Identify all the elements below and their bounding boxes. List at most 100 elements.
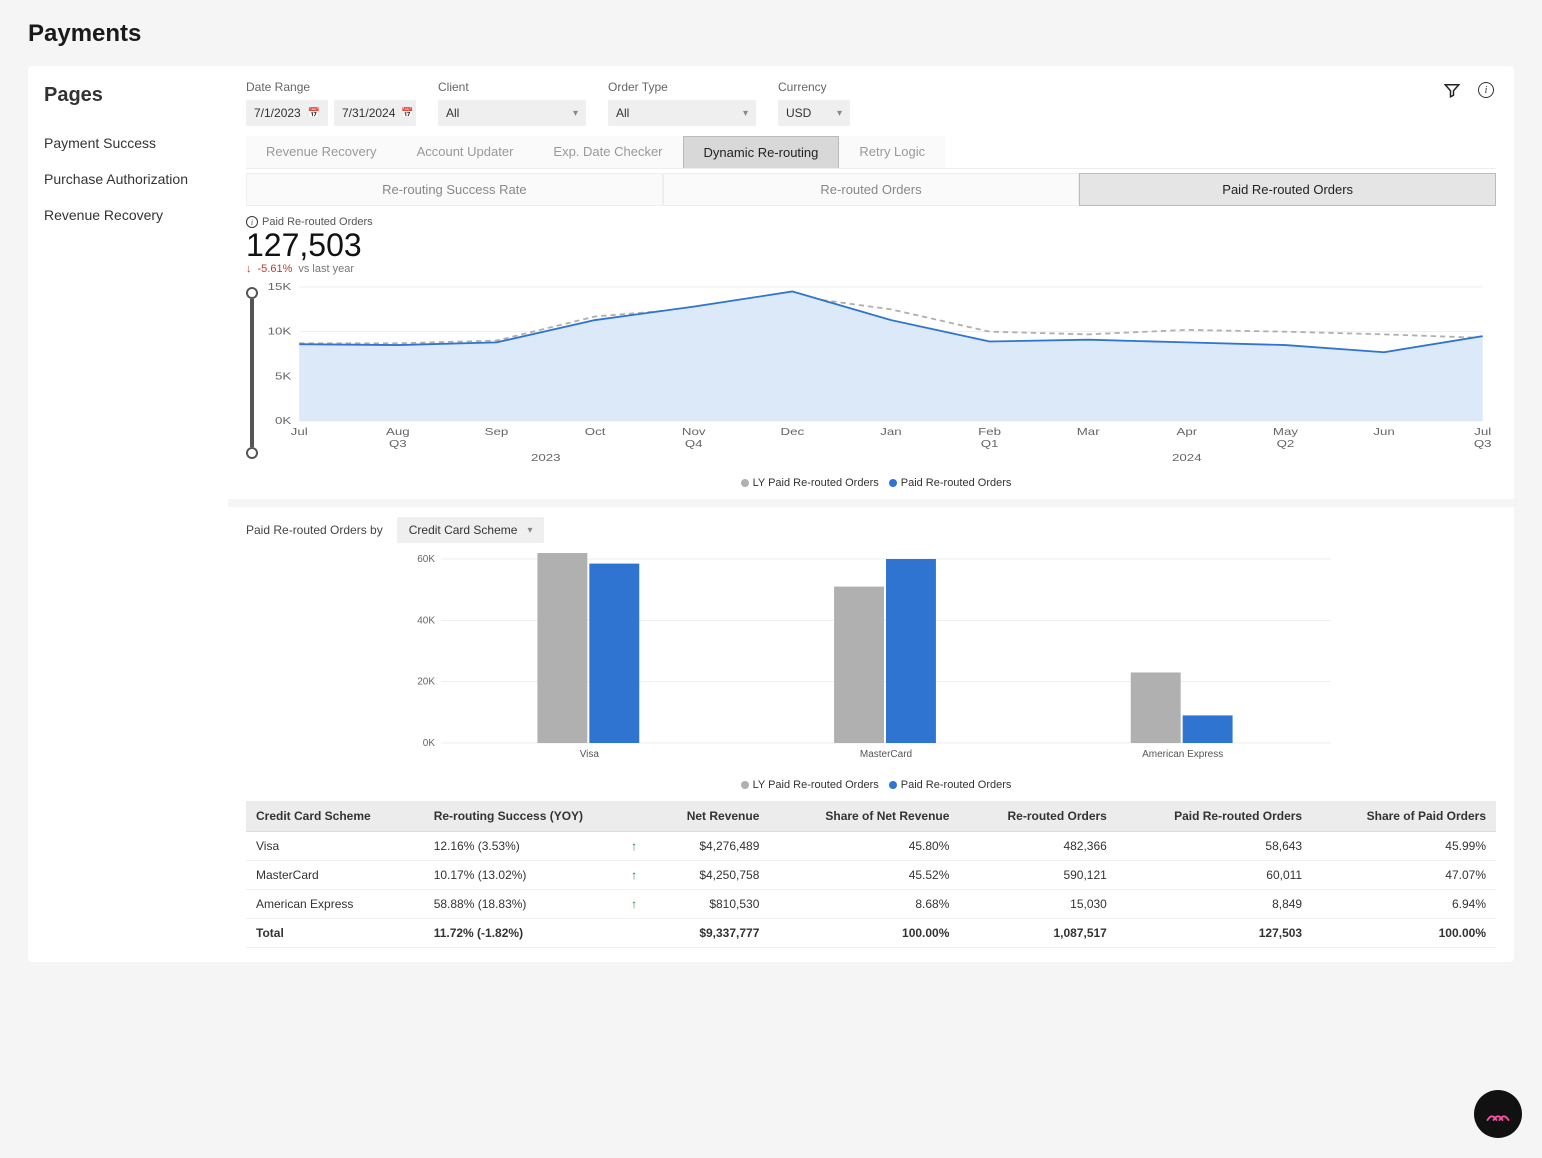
- date-from-value: 7/1/2023: [254, 106, 301, 120]
- svg-text:40K: 40K: [417, 616, 435, 627]
- filter-client: Client All ▾: [438, 80, 586, 126]
- table-row: American Express58.88% (18.83%)↑$810,530…: [246, 890, 1496, 919]
- svg-text:20K: 20K: [417, 677, 435, 688]
- svg-text:Q2: Q2: [1277, 439, 1295, 450]
- date-to-value: 7/31/2024: [342, 106, 395, 120]
- secondary-tabs: Re-routing Success RateRe-routed OrdersP…: [246, 173, 1496, 206]
- bar-chart-legend: LY Paid Re-routed OrdersPaid Re-routed O…: [246, 779, 1496, 791]
- chevron-down-icon: ▾: [743, 108, 748, 119]
- table-row: Visa12.16% (3.53%)↑$4,276,48945.80%482,3…: [246, 832, 1496, 861]
- chevron-down-icon: ▾: [837, 108, 842, 119]
- chevron-down-icon: ▾: [573, 108, 578, 119]
- date-from-input[interactable]: 7/1/2023 📅: [246, 100, 328, 126]
- client-select[interactable]: All ▾: [438, 100, 586, 126]
- svg-text:Jan: Jan: [880, 427, 901, 438]
- svg-text:May: May: [1273, 427, 1298, 438]
- svg-text:0K: 0K: [275, 416, 291, 427]
- page-title: Payments: [28, 20, 1514, 48]
- svg-text:Q1: Q1: [981, 439, 999, 450]
- y-range-slider[interactable]: [246, 287, 258, 459]
- legend-item: LY Paid Re-routed Orders: [753, 477, 879, 489]
- svg-text:Jul: Jul: [291, 427, 308, 438]
- bar-chart-svg: 0K20K40K60KVisaMasterCardAmerican Expres…: [246, 553, 1496, 773]
- help-badge[interactable]: [1474, 1090, 1522, 1138]
- svg-text:Sep: Sep: [485, 427, 509, 438]
- primary-tab[interactable]: Exp. Date Checker: [533, 136, 682, 168]
- line-chart-svg: 0K 5K 10K 15K Jul Aug Sep Oct Nov Dec Jan Feb Mar Apr…: [246, 281, 1496, 471]
- svg-text:5K: 5K: [275, 371, 291, 382]
- svg-text:Mar: Mar: [1077, 427, 1100, 438]
- metric-value: 127,503: [246, 228, 1496, 263]
- svg-text:Q3: Q3: [389, 439, 407, 450]
- currency-select[interactable]: USD ▾: [778, 100, 850, 126]
- client-value: All: [446, 106, 459, 120]
- table-header: Paid Re-routed Orders: [1117, 801, 1312, 832]
- svg-text:Aug: Aug: [386, 427, 410, 438]
- chevron-down-icon: ▾: [527, 525, 532, 536]
- breakdown-select[interactable]: Credit Card Scheme ▾: [397, 517, 545, 543]
- svg-text:MasterCard: MasterCard: [860, 749, 912, 760]
- svg-text:Oct: Oct: [585, 427, 606, 438]
- primary-tab[interactable]: Revenue Recovery: [246, 136, 397, 168]
- arrow-down-icon: ↓: [246, 263, 252, 275]
- filters-row: Date Range 7/1/2023 📅 7/31/2024 📅 Client: [246, 80, 1496, 126]
- calendar-icon: 📅: [401, 108, 413, 119]
- filter-label-date: Date Range: [246, 80, 416, 94]
- table-header: Credit Card Scheme: [246, 801, 424, 832]
- line-chart-legend: LY Paid Re-routed Orders Paid Re-routed O…: [246, 477, 1496, 489]
- secondary-tab[interactable]: Paid Re-routed Orders: [1079, 173, 1496, 206]
- primary-tab[interactable]: Dynamic Re-routing: [683, 136, 840, 168]
- sidebar-item[interactable]: Revenue Recovery: [44, 197, 212, 233]
- order-type-value: All: [616, 106, 629, 120]
- line-chart: 0K 5K 10K 15K Jul Aug Sep Oct Nov Dec Jan Feb Mar Apr…: [246, 281, 1496, 489]
- table-header: Re-routed Orders: [959, 801, 1116, 832]
- table-header: Share of Paid Orders: [1312, 801, 1496, 832]
- svg-text:Apr: Apr: [1176, 427, 1197, 438]
- svg-text:0K: 0K: [423, 738, 436, 749]
- order-type-select[interactable]: All ▾: [608, 100, 756, 126]
- arrow-up-icon: ↑: [631, 868, 637, 882]
- filter-label-order-type: Order Type: [608, 80, 756, 94]
- legend-item: Paid Re-routed Orders: [901, 779, 1012, 791]
- metric-block: i Paid Re-routed Orders 127,503 ↓ -5.61%…: [246, 216, 1496, 275]
- slider-handle-bottom[interactable]: [246, 447, 258, 459]
- breakdown-select-value=: Credit Card Scheme: [409, 523, 518, 537]
- summary-table: Credit Card SchemeRe-routing Success (YO…: [246, 801, 1496, 948]
- table-row: MasterCard10.17% (13.02%)↑$4,250,75845.5…: [246, 861, 1496, 890]
- secondary-tab[interactable]: Re-routed Orders: [663, 173, 1080, 206]
- filter-order-type: Order Type All ▾: [608, 80, 756, 126]
- metric-change-pct: -5.61%: [258, 263, 293, 275]
- filter-icon[interactable]: [1442, 80, 1462, 100]
- svg-text:Visa: Visa: [580, 749, 600, 760]
- date-to-input[interactable]: 7/31/2024 📅: [334, 100, 416, 126]
- main-panel: Date Range 7/1/2023 📅 7/31/2024 📅 Client: [228, 66, 1514, 962]
- svg-text:2023: 2023: [531, 453, 561, 464]
- primary-tab[interactable]: Retry Logic: [839, 136, 945, 168]
- currency-value: USD: [786, 106, 811, 120]
- metric-vs-label: vs last year: [298, 263, 354, 275]
- section-divider: [228, 499, 1514, 507]
- slider-line: [250, 299, 254, 447]
- svg-text:15K: 15K: [268, 282, 292, 293]
- primary-tab[interactable]: Account Updater: [397, 136, 534, 168]
- secondary-tab[interactable]: Re-routing Success Rate: [246, 173, 663, 206]
- sidebar-item[interactable]: Purchase Authorization: [44, 161, 212, 197]
- table-header: Re-routing Success (YOY): [424, 801, 647, 832]
- svg-text:Jun: Jun: [1373, 427, 1394, 438]
- svg-text:10K: 10K: [268, 326, 292, 337]
- legend-item: Paid Re-routed Orders: [901, 477, 1012, 489]
- svg-text:Feb: Feb: [978, 427, 1001, 438]
- breakdown-header: Paid Re-routed Orders by Credit Card Sch…: [246, 517, 1496, 543]
- table-header: Net Revenue: [647, 801, 769, 832]
- svg-text:Dec: Dec: [781, 427, 805, 438]
- svg-text:Q3: Q3: [1474, 439, 1492, 450]
- sidebar-item[interactable]: Payment Success: [44, 125, 212, 161]
- filter-currency: Currency USD ▾: [778, 80, 850, 126]
- arrow-up-icon: ↑: [631, 839, 637, 853]
- svg-text:60K: 60K: [417, 554, 435, 565]
- table-header: Share of Net Revenue: [769, 801, 959, 832]
- svg-text:Nov: Nov: [682, 427, 706, 438]
- breakdown-label: Paid Re-routed Orders by: [246, 523, 383, 537]
- info-icon[interactable]: i: [1476, 80, 1496, 100]
- slider-handle-top[interactable]: [246, 287, 258, 299]
